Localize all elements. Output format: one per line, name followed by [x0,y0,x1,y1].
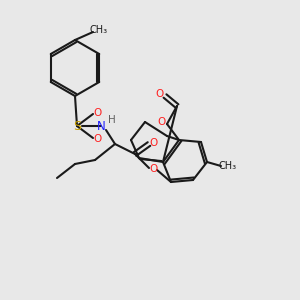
Text: O: O [157,117,165,127]
Text: O: O [93,108,101,118]
Text: O: O [149,164,157,174]
Text: N: N [97,119,105,133]
Text: CH₃: CH₃ [90,25,108,35]
Text: H: H [108,115,116,125]
Text: CH₃: CH₃ [219,161,237,171]
Text: O: O [156,89,164,99]
Text: O: O [150,138,158,148]
Text: S: S [73,119,81,133]
Text: O: O [93,134,101,144]
